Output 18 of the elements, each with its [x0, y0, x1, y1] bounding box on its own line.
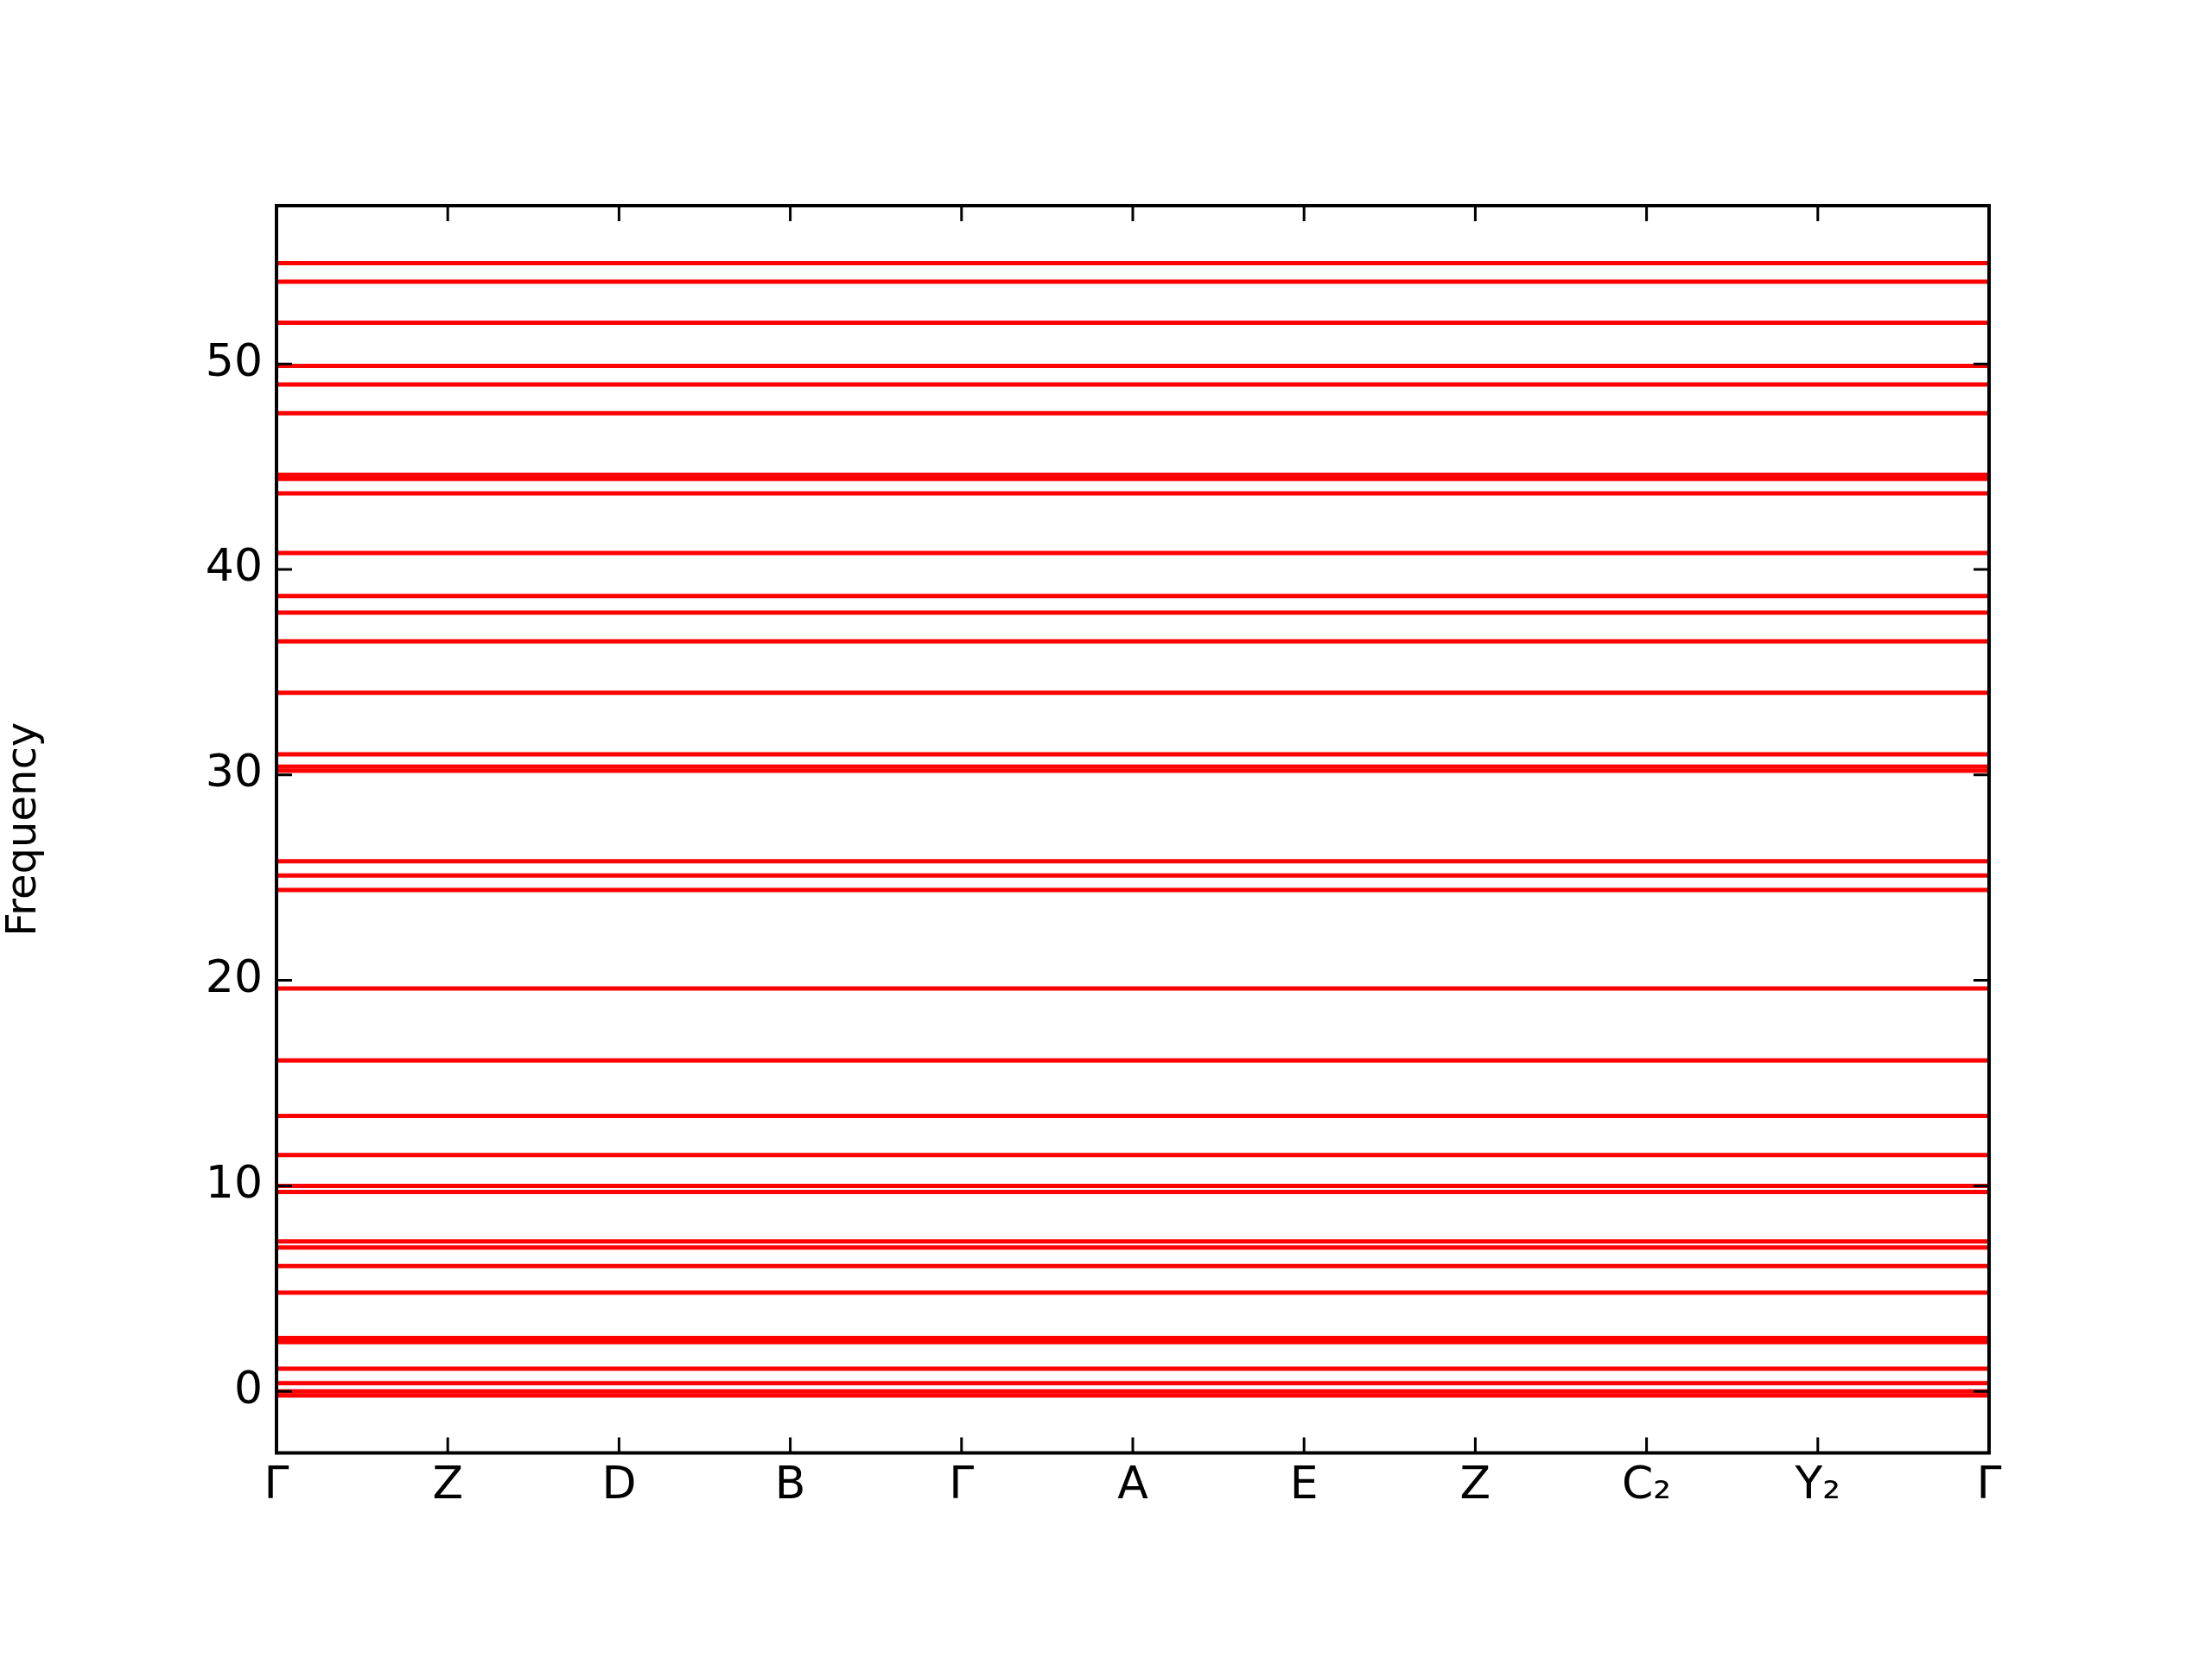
x-tick-label: A [1117, 1457, 1149, 1510]
y-tick-label: 0 [233, 1361, 263, 1414]
y-tick-label: 20 [205, 950, 263, 1003]
x-tick-label: B [774, 1457, 806, 1510]
y-tick-label: 40 [205, 539, 263, 592]
y-tick-label: 10 [205, 1155, 263, 1208]
x-tick-label: Γ [1976, 1457, 2002, 1510]
y-axis-title: Frequency [0, 721, 46, 937]
x-tick-label: Y₂ [1794, 1457, 1841, 1510]
y-tick-label: 30 [205, 745, 263, 798]
x-tick-label: D [601, 1457, 637, 1510]
x-tick-label: Z [1459, 1457, 1491, 1510]
x-tick-label: Γ [949, 1457, 975, 1510]
x-tick-label: Γ [264, 1457, 289, 1510]
x-tick-label: C₂ [1622, 1457, 1672, 1510]
y-tick-label: 50 [205, 334, 263, 386]
x-tick-label: Z [432, 1457, 464, 1510]
x-tick-label: E [1289, 1457, 1319, 1510]
